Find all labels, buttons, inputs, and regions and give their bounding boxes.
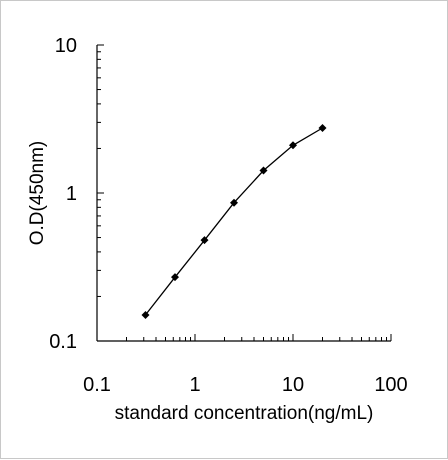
data-point-marker <box>141 310 150 319</box>
y-tick-label: 10 <box>55 35 77 57</box>
data-point-marker <box>170 273 179 282</box>
x-axis-title: standard concentration(ng/mL) <box>115 403 374 424</box>
data-point-marker <box>318 123 327 132</box>
data-point-marker <box>259 166 268 175</box>
y-axis-ticks <box>97 44 104 342</box>
x-tick-label: 100 <box>374 374 407 396</box>
x-axis-tick-labels: 0.1 1 10 100 <box>83 374 408 396</box>
x-tick-label: 10 <box>282 374 304 396</box>
y-tick-label: 0.1 <box>49 331 77 353</box>
data-markers <box>141 123 327 319</box>
y-axis-title: O.D(450nm) <box>27 141 48 246</box>
x-axis-ticks <box>96 334 392 341</box>
y-tick-label: 1 <box>66 183 77 205</box>
y-axis-tick-labels: 0.1 1 10 <box>49 35 77 353</box>
x-tick-label: 1 <box>189 374 200 396</box>
x-tick-label: 0.1 <box>83 374 111 396</box>
axes <box>96 45 391 342</box>
data-point-marker <box>229 198 238 207</box>
data-point-marker <box>200 236 209 245</box>
series-line <box>144 127 323 316</box>
data-point-marker <box>289 141 297 150</box>
